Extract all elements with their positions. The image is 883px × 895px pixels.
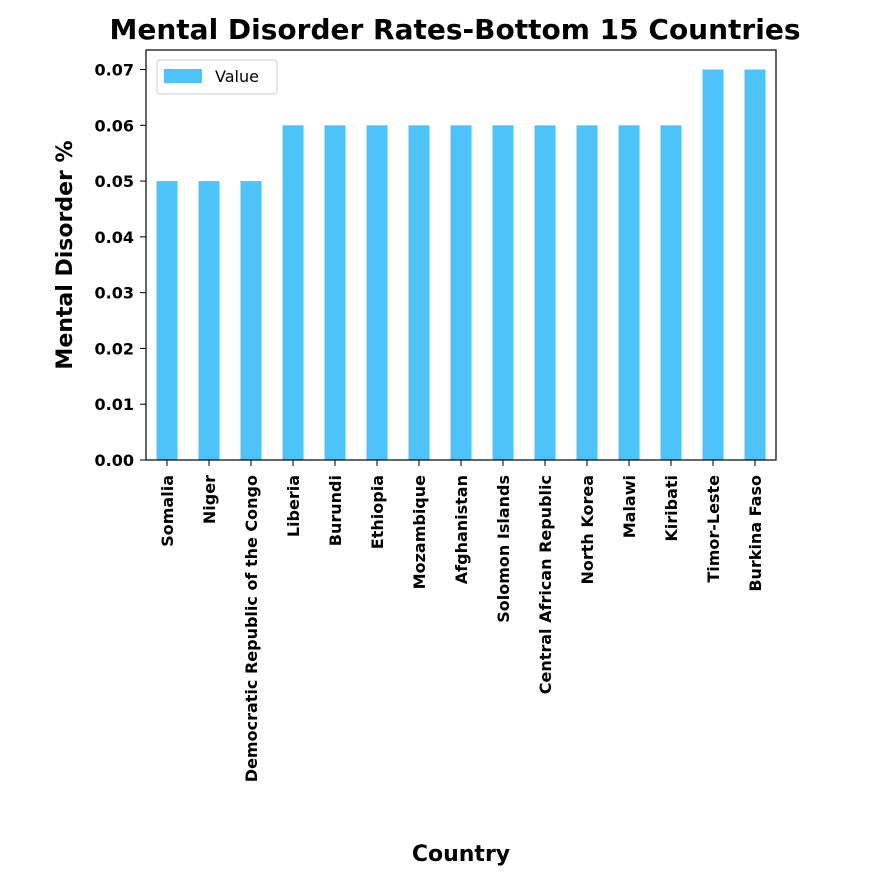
bar-somalia: [156, 181, 178, 460]
x-tick-label: Afghanistan: [452, 475, 471, 584]
y-tick-label: 0.03: [95, 284, 134, 303]
x-tick-label: Timor-Leste: [704, 475, 723, 583]
legend-swatch: [164, 69, 202, 83]
bar-burundi: [324, 125, 346, 460]
x-tick-label: Democratic Republic of the Congo: [242, 475, 261, 782]
y-tick-label: 0.05: [95, 172, 134, 191]
y-axis-label: Mental Disorder %: [53, 140, 78, 369]
bar-burkina-faso: [744, 69, 766, 461]
y-tick-label: 0.04: [95, 228, 134, 247]
x-tick-label: Liberia: [284, 475, 303, 537]
x-tick-label: Somalia: [158, 475, 177, 547]
y-tick-label: 0.00: [95, 451, 134, 470]
x-tick-label: Mozambique: [410, 475, 429, 589]
bar-ethiopia: [366, 125, 388, 460]
bar-solomon-islands: [492, 125, 514, 460]
legend: Value: [156, 59, 278, 95]
bar-mozambique: [408, 125, 430, 460]
x-axis-label: Country: [412, 842, 510, 867]
x-axis-ticks: Somalia Niger Democratic Republic of the C…: [158, 460, 765, 782]
chart-title: Mental Disorder Rates-Bottom 15 Countrie…: [110, 13, 801, 46]
bar-kiribati: [660, 125, 682, 460]
y-tick-label: 0.06: [95, 116, 134, 135]
y-axis-ticks: 0.00 0.01 0.02 0.03 0.04 0.05 0.06 0.07: [95, 61, 146, 470]
legend-label: Value: [215, 67, 259, 86]
x-tick-label: Ethiopia: [368, 475, 387, 549]
legend-box: [156, 59, 278, 95]
y-tick-label: 0.02: [95, 339, 134, 358]
bar-north-korea: [576, 125, 598, 460]
bar-timor-leste: [702, 69, 724, 461]
x-tick-label: Malawi: [620, 475, 639, 538]
bar-central-african-republic: [534, 125, 556, 460]
y-tick-label: 0.07: [95, 61, 134, 80]
x-tick-label: Niger: [200, 475, 219, 524]
x-tick-label: Burkina Faso: [746, 475, 765, 592]
x-tick-label: Solomon Islands: [494, 475, 513, 623]
plot-area: 0.00 0.01 0.02 0.03 0.04 0.05 0.06 0.07 Somalia…: [95, 49, 777, 782]
x-tick-label: Burundi: [326, 475, 345, 546]
y-tick-label: 0.01: [95, 395, 134, 414]
bar-liberia: [282, 125, 304, 460]
x-tick-label: Central African Republic: [536, 475, 555, 694]
bars-group: [156, 69, 766, 461]
bar-democratic-republic-of-the-congo: [240, 181, 262, 460]
x-tick-label: North Korea: [578, 475, 597, 585]
bar-niger: [198, 181, 220, 460]
bar-afghanistan: [450, 125, 472, 460]
bar-malawi: [618, 125, 640, 460]
x-tick-label: Kiribati: [662, 475, 681, 542]
